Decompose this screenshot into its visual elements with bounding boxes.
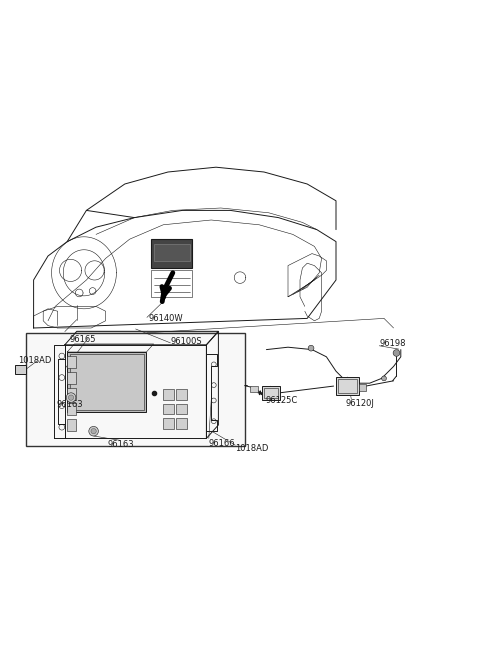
Text: 1018AD: 1018AD [18,356,52,365]
Bar [154,244,190,261]
Bar [67,372,76,384]
Text: 96163: 96163 [108,440,134,449]
Text: 96100S: 96100S [170,337,202,346]
Text: 96140W: 96140W [149,314,183,323]
Bar [67,388,76,400]
Circle shape [382,376,386,380]
Bar [67,419,76,431]
Text: 96125C: 96125C [265,396,298,405]
Bar [176,404,187,415]
Bar [151,239,192,268]
Polygon shape [206,331,218,438]
Circle shape [308,345,314,351]
Circle shape [91,428,96,434]
Bar [250,386,258,392]
Circle shape [393,350,400,356]
Text: 96165: 96165 [70,335,96,344]
Bar [163,390,174,400]
Bar [151,270,192,297]
Polygon shape [67,344,154,352]
Bar [15,365,26,374]
Polygon shape [54,345,65,438]
Circle shape [89,426,98,436]
Polygon shape [65,345,206,438]
Bar [70,354,144,409]
Circle shape [66,393,76,402]
Bar [338,379,357,394]
Circle shape [68,395,73,400]
Bar [176,419,187,429]
Bar [67,403,76,415]
Bar [176,390,187,400]
Bar [67,356,76,368]
Bar [336,377,359,395]
Bar [163,404,174,415]
Bar [359,384,366,392]
Bar [163,419,174,429]
Bar [264,388,278,398]
Text: 96166: 96166 [209,439,235,447]
Polygon shape [65,331,218,345]
Bar [67,352,146,412]
Polygon shape [206,354,217,431]
Text: 1018AD: 1018AD [235,445,269,453]
Text: 96198: 96198 [379,339,406,348]
Text: 96163: 96163 [57,400,83,409]
Text: 96120J: 96120J [346,399,374,408]
Bar [26,333,245,445]
Bar [262,386,280,400]
